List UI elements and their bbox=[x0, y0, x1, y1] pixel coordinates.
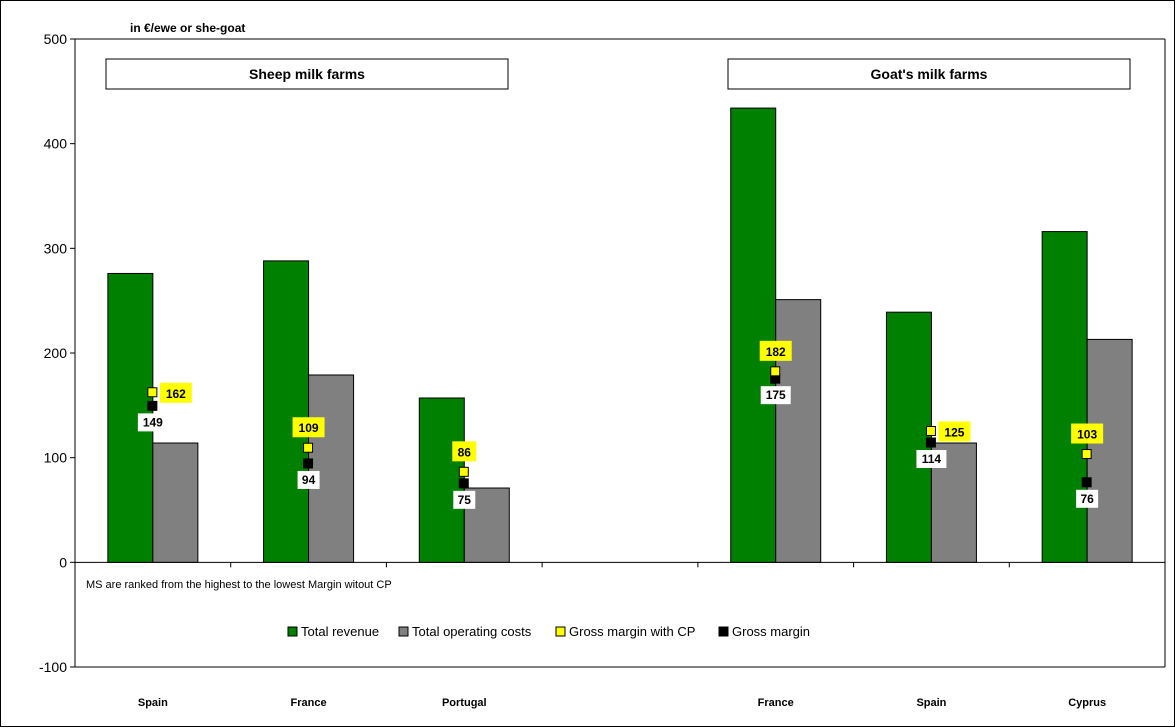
y-tick-label: 300 bbox=[44, 240, 68, 256]
data-label-bg-gross-margin-with-cp bbox=[938, 421, 971, 442]
data-label-gross-margin: 94 bbox=[302, 473, 316, 487]
legend: Total revenue Total operating costs Gross … bbox=[287, 624, 810, 639]
bars bbox=[107, 107, 1133, 563]
marker-gross-margin bbox=[1081, 477, 1092, 488]
data-label-bg-gross-margin-with-cp bbox=[1071, 423, 1104, 444]
legend-label: Gross margin with CP bbox=[569, 624, 695, 639]
data-label-bg-gross-margin bbox=[453, 490, 476, 509]
legend-swatch bbox=[398, 626, 409, 637]
bar-total-operating-costs bbox=[463, 487, 510, 563]
data-label-bg-gross-margin bbox=[760, 386, 791, 405]
data-label-bg-gross-margin-with-cp bbox=[759, 340, 792, 361]
marker-gross-margin-with-cp bbox=[458, 466, 469, 477]
marker-gross-margin-with-cp bbox=[1081, 449, 1092, 460]
marker-gross-margin-with-cp bbox=[770, 366, 781, 377]
bar-total-operating-costs bbox=[1086, 338, 1133, 563]
category-label: Spain bbox=[138, 697, 168, 709]
legend-swatch bbox=[287, 626, 298, 637]
y-tick-label: 400 bbox=[44, 136, 68, 152]
category-label: Portugal bbox=[442, 697, 487, 709]
marker-gross-margin bbox=[303, 458, 314, 469]
category-label: France bbox=[291, 697, 327, 709]
legend-label: Total revenue bbox=[301, 624, 379, 639]
bar-total-revenue bbox=[885, 311, 932, 563]
data-label-gross-margin: 76 bbox=[1080, 492, 1094, 506]
data-label-gross-margin: 114 bbox=[922, 452, 942, 466]
bar-total-revenue bbox=[263, 260, 310, 563]
group-title: Goat's milk farms bbox=[871, 66, 988, 82]
data-label-gross-margin: 149 bbox=[143, 415, 163, 429]
data-label-bg-gross-margin bbox=[137, 413, 168, 432]
category-label: France bbox=[758, 697, 794, 709]
data-label-gross-margin-with-cp: 86 bbox=[458, 445, 472, 459]
marker-gross-margin bbox=[147, 400, 158, 411]
data-label-gross-margin: 75 bbox=[458, 493, 472, 507]
group-title: Sheep milk farms bbox=[249, 66, 365, 82]
unit-label-bg bbox=[118, 12, 278, 34]
marker-gross-margin bbox=[925, 437, 936, 448]
labels: Spain France Portugal France Spain Cyprus1621… bbox=[137, 340, 1106, 709]
data-label-gross-margin-with-cp: 182 bbox=[766, 345, 786, 359]
bar-total-revenue bbox=[1041, 231, 1088, 563]
data-label-bg-gross-margin bbox=[297, 470, 320, 489]
axes: -100 0 100 200 300 400 500 bbox=[39, 31, 1166, 675]
bar-total-revenue bbox=[418, 397, 465, 563]
legend-label: Gross margin bbox=[732, 624, 810, 639]
y-tick-label: 500 bbox=[44, 31, 68, 47]
marker-gross-margin-with-cp bbox=[147, 387, 158, 398]
data-label-gross-margin-with-cp: 103 bbox=[1077, 428, 1097, 442]
data-label-bg-gross-margin bbox=[916, 450, 947, 469]
annotation-text: MS are ranked from the highest to the lo… bbox=[86, 579, 392, 591]
legend-label: Total operating costs bbox=[412, 624, 532, 639]
marker-gross-margin-with-cp bbox=[925, 426, 936, 436]
marker-gross-margin-with-cp bbox=[303, 442, 314, 453]
legend-swatch bbox=[718, 626, 729, 637]
category-label: Cyprus bbox=[1068, 697, 1106, 709]
data-label-gross-margin-with-cp: 125 bbox=[944, 426, 964, 440]
y-tick-label: -100 bbox=[39, 659, 67, 675]
y-tick-label: 100 bbox=[44, 450, 68, 466]
data-label-bg-gross-margin-with-cp bbox=[452, 441, 477, 462]
data-label-gross-margin-with-cp: 109 bbox=[299, 421, 319, 435]
group-title-box bbox=[727, 58, 1131, 90]
bar-total-operating-costs bbox=[308, 374, 355, 563]
data-label-bg-gross-margin-with-cp bbox=[292, 417, 325, 438]
markers bbox=[147, 366, 1092, 489]
unit-label: in €/ewe or she-goat bbox=[130, 21, 245, 35]
legend-swatch bbox=[555, 626, 566, 637]
data-label-bg-gross-margin bbox=[1076, 489, 1099, 508]
marker-gross-margin bbox=[458, 478, 469, 489]
bar-total-operating-costs bbox=[775, 299, 822, 563]
overlays: in €/ewe or she-goat Sheep milk farms Goat… bbox=[86, 12, 1131, 639]
data-label-bg-gross-margin-with-cp bbox=[159, 382, 192, 403]
category-label: Spain bbox=[916, 697, 946, 709]
bar-total-revenue bbox=[730, 107, 777, 563]
bar-total-operating-costs bbox=[152, 442, 199, 563]
y-tick-label: 0 bbox=[59, 554, 67, 570]
y-tick-label: 200 bbox=[44, 345, 68, 361]
data-label-gross-margin: 175 bbox=[766, 388, 786, 402]
group-title-box bbox=[105, 58, 509, 90]
data-label-gross-margin-with-cp: 162 bbox=[166, 387, 186, 401]
